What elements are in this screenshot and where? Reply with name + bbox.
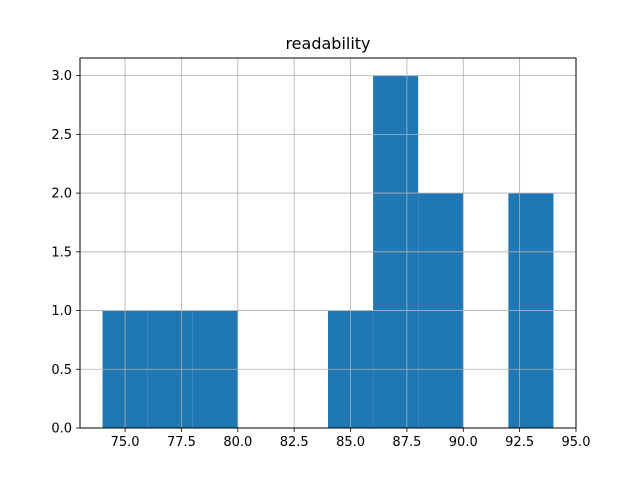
x-tick-label: 80.0 [223, 435, 252, 450]
x-tick-label: 92.5 [505, 435, 534, 450]
y-tick-label: 0.0 [51, 422, 72, 437]
y-axis-ticks: 0.0 0.5 1.0 1.5 2.0 2.5 3.0 [51, 69, 80, 437]
x-tick-label: 95.0 [562, 435, 591, 450]
y-tick-label: 2.0 [51, 187, 72, 202]
x-tick-label: 87.5 [392, 435, 421, 450]
x-tick-label: 75.0 [111, 435, 140, 450]
x-tick-label: 90.0 [449, 435, 478, 450]
y-tick-label: 1.0 [51, 304, 72, 319]
chart-title: readability [285, 34, 370, 53]
y-tick-label: 3.0 [51, 69, 72, 84]
y-tick-label: 0.5 [51, 363, 72, 378]
y-tick-label: 1.5 [51, 245, 72, 260]
x-tick-label: 82.5 [280, 435, 309, 450]
x-tick-label: 77.5 [167, 435, 196, 450]
plot-frame [79, 57, 577, 429]
y-tick-label: 2.5 [51, 128, 72, 143]
x-axis-ticks: 75.0 77.5 80.0 82.5 85.0 87.5 90.0 92.5 95.0 [111, 428, 591, 450]
x-tick-label: 85.0 [336, 435, 365, 450]
